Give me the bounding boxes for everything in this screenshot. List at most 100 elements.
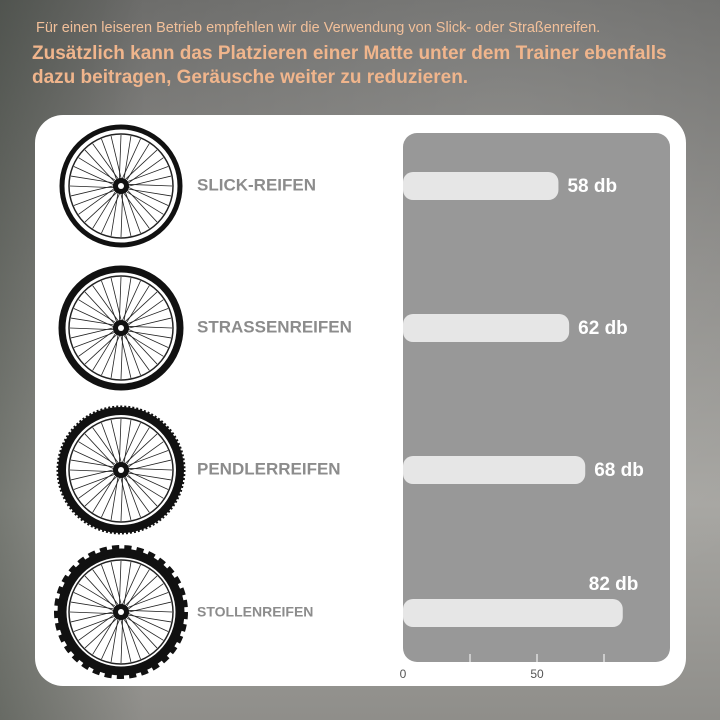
spoke (101, 564, 118, 609)
spoke (122, 575, 158, 608)
wheel-icon (54, 545, 188, 679)
spoke (124, 308, 169, 325)
spoke (70, 326, 117, 339)
spoke (110, 190, 119, 237)
category-label: SLICK-REIFEN (197, 175, 316, 194)
tire (58, 407, 184, 533)
spoke (123, 473, 164, 499)
subtitle: Für einen leiseren Betrieb empfehlen wir… (36, 20, 601, 36)
spoke (92, 472, 118, 513)
tire (58, 265, 184, 391)
spoke (122, 149, 158, 182)
wheel-icon (58, 265, 184, 391)
spoke (84, 616, 120, 649)
spoke (120, 422, 141, 466)
spoke (73, 450, 117, 471)
spoke (84, 291, 117, 327)
rim (68, 133, 174, 239)
hub-center (118, 467, 124, 473)
spoke (92, 330, 118, 371)
spoke (101, 190, 122, 234)
tread (54, 545, 188, 679)
spoke (120, 332, 124, 380)
spoke (125, 188, 172, 197)
spoke (125, 601, 172, 614)
spoke (69, 327, 117, 331)
spoke (73, 331, 118, 348)
spoke (73, 592, 117, 613)
spoke (101, 332, 122, 376)
spoke (101, 280, 118, 325)
spoke (78, 583, 119, 609)
spoke (125, 583, 164, 612)
spoke (123, 615, 164, 641)
spoke (123, 561, 132, 608)
value-label: 82 db (589, 574, 639, 595)
spoke (70, 610, 117, 623)
spoke (125, 329, 158, 365)
spoke (125, 472, 172, 481)
spoke (69, 185, 117, 189)
spoke (110, 332, 119, 379)
spoke (101, 474, 122, 518)
bar (403, 172, 559, 200)
bar (403, 314, 570, 342)
spoke (125, 611, 169, 632)
spoke (92, 569, 121, 608)
spoke (92, 143, 121, 182)
wheel-icon (59, 124, 183, 248)
spoke (84, 433, 117, 469)
rim (68, 559, 174, 665)
spoke (70, 175, 117, 184)
spoke (119, 616, 132, 663)
spoke (73, 615, 118, 632)
spoke (125, 317, 172, 330)
spoke (84, 474, 120, 507)
spoke (73, 308, 117, 329)
spoke (125, 327, 169, 348)
spoke (124, 166, 169, 183)
spoke (110, 616, 119, 663)
spoke (125, 613, 158, 649)
hub-center (118, 609, 124, 615)
hub-center (118, 183, 124, 189)
spoke (110, 419, 123, 466)
spoke (120, 280, 141, 324)
spoke (70, 468, 117, 481)
spoke (122, 433, 158, 466)
spoke (119, 190, 132, 237)
rim (68, 275, 174, 381)
spoke (125, 609, 173, 613)
spoke (120, 564, 141, 608)
spoke (124, 285, 150, 326)
spoke (110, 474, 119, 521)
hub-center (118, 325, 124, 331)
category-label: STOLLENREIFEN (197, 604, 313, 620)
spoke (120, 138, 141, 182)
spoke (125, 469, 169, 490)
spoke (110, 277, 123, 324)
spoke (92, 188, 118, 229)
spoke (70, 459, 117, 468)
spoke (69, 469, 117, 473)
category-label: STRASSENREIFEN (197, 317, 352, 336)
spoke (125, 183, 173, 187)
spoke (78, 299, 119, 325)
spoke (125, 175, 172, 188)
spoke (73, 189, 118, 206)
spoke (101, 616, 122, 660)
spoke (119, 474, 132, 521)
value-label: 58 db (567, 176, 617, 197)
spoke (124, 450, 169, 467)
spoke (123, 419, 132, 466)
spoke (121, 616, 150, 655)
spoke (70, 184, 117, 197)
spoke (125, 441, 164, 470)
spoke (84, 575, 117, 611)
spoke (124, 592, 169, 609)
spoke (118, 418, 122, 466)
spoke (123, 189, 164, 215)
spoke (125, 471, 158, 507)
